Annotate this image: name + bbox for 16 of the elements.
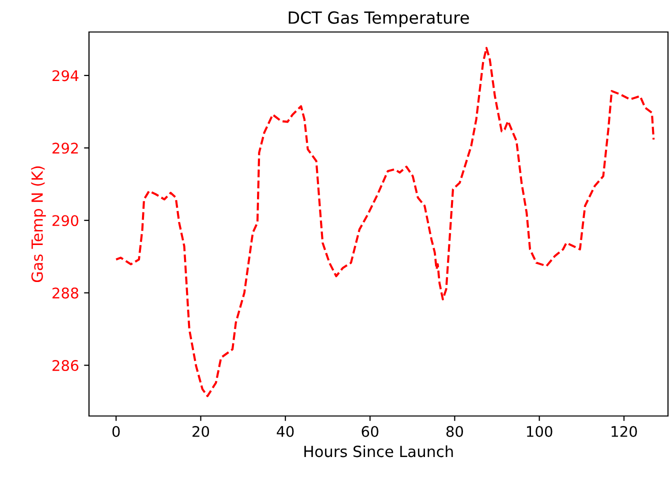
chart-title: DCT Gas Temperature (288, 11, 469, 28)
y-tick-label: 290 (52, 215, 78, 226)
x-tick-label: 60 (362, 426, 378, 438)
x-tick-label: 20 (192, 426, 210, 438)
y-tick-label: 294 (52, 70, 78, 82)
line-series (115, 46, 655, 398)
x-tick-label: 0 (112, 426, 120, 438)
x-tick-label: 120 (612, 426, 637, 438)
y-axis-title: Gas Temp N (K) (31, 166, 46, 282)
y-tick-label: 288 (52, 288, 78, 299)
x-tick-label: 80 (446, 426, 463, 438)
y-tick-label: 286 (52, 360, 78, 372)
x-tick-label: 100 (527, 426, 552, 438)
x-tick-label: 40 (276, 426, 294, 438)
y-tick-label: 292 (52, 142, 78, 154)
x-axis-title: Hours Since Launch (304, 445, 453, 458)
